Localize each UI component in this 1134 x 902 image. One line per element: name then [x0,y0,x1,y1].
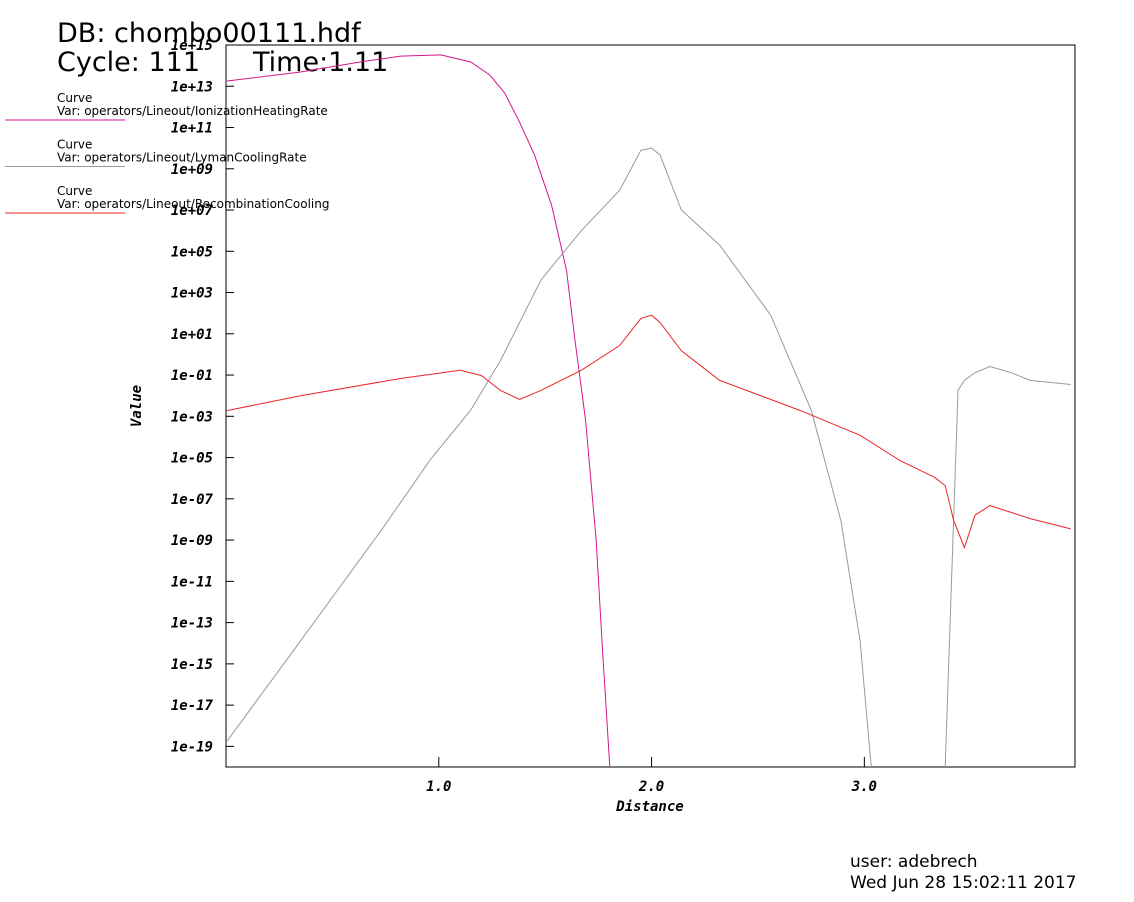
plot-frame [225,44,1076,768]
x-tick-label: 3.0 [851,779,877,795]
y-tick-label: 1e+09 [171,162,213,178]
y-tick-label: 1e-19 [171,739,213,755]
legend-var: Var: operators/Lineout/IonizationHeating… [57,104,328,118]
y-tick-label: 1e-13 [171,616,213,632]
legend-var: Var: operators/Lineout/LymanCoolingRate [57,151,307,165]
y-tick-label: 1e-07 [171,492,214,508]
y-tick-label: 1e-17 [171,698,214,714]
y-tick-label: 1e-05 [171,451,213,467]
legend-name: Curve [57,184,92,198]
y-tick-label: 1e-03 [171,409,213,425]
chart-title: DB: chombo00111.hdf [57,18,362,49]
legend-name: Curve [57,138,92,152]
y-tick-label: 1e+15 [171,38,213,54]
legend-var: Var: operators/Lineout/RecombinationCool… [57,197,329,211]
time-label: Time:1.11 [252,47,388,78]
series-line [227,54,611,767]
y-tick-label: 1e+01 [171,327,213,343]
y-tick-label: 1e+13 [171,79,213,95]
cycle-label: Cycle: 111 [57,47,200,78]
y-tick-label: 1e+11 [171,121,213,137]
y-tick-label: 1e+03 [171,286,213,302]
x-tick-label: 2.0 [638,779,664,795]
y-tick-label: 1e-11 [171,574,213,590]
y-axis-label: Value [129,385,145,427]
legend-name: Curve [57,91,92,105]
y-tick-label: 1e-15 [171,657,213,673]
y-tick-label: 1e+05 [171,244,213,260]
user-label: user: adebrech [850,852,978,872]
y-tick-label: 1e-01 [171,368,213,384]
x-axis-label: Distance [615,799,683,815]
y-tick-label: 1e-09 [171,533,213,549]
plot-area [226,54,1071,767]
series-line [226,147,1071,767]
series-line [227,314,1071,550]
x-tick-label: 1.0 [426,779,451,795]
y-tick-label: 1e+07 [171,203,214,219]
date-label: Wed Jun 28 15:02:11 2017 [850,873,1077,893]
